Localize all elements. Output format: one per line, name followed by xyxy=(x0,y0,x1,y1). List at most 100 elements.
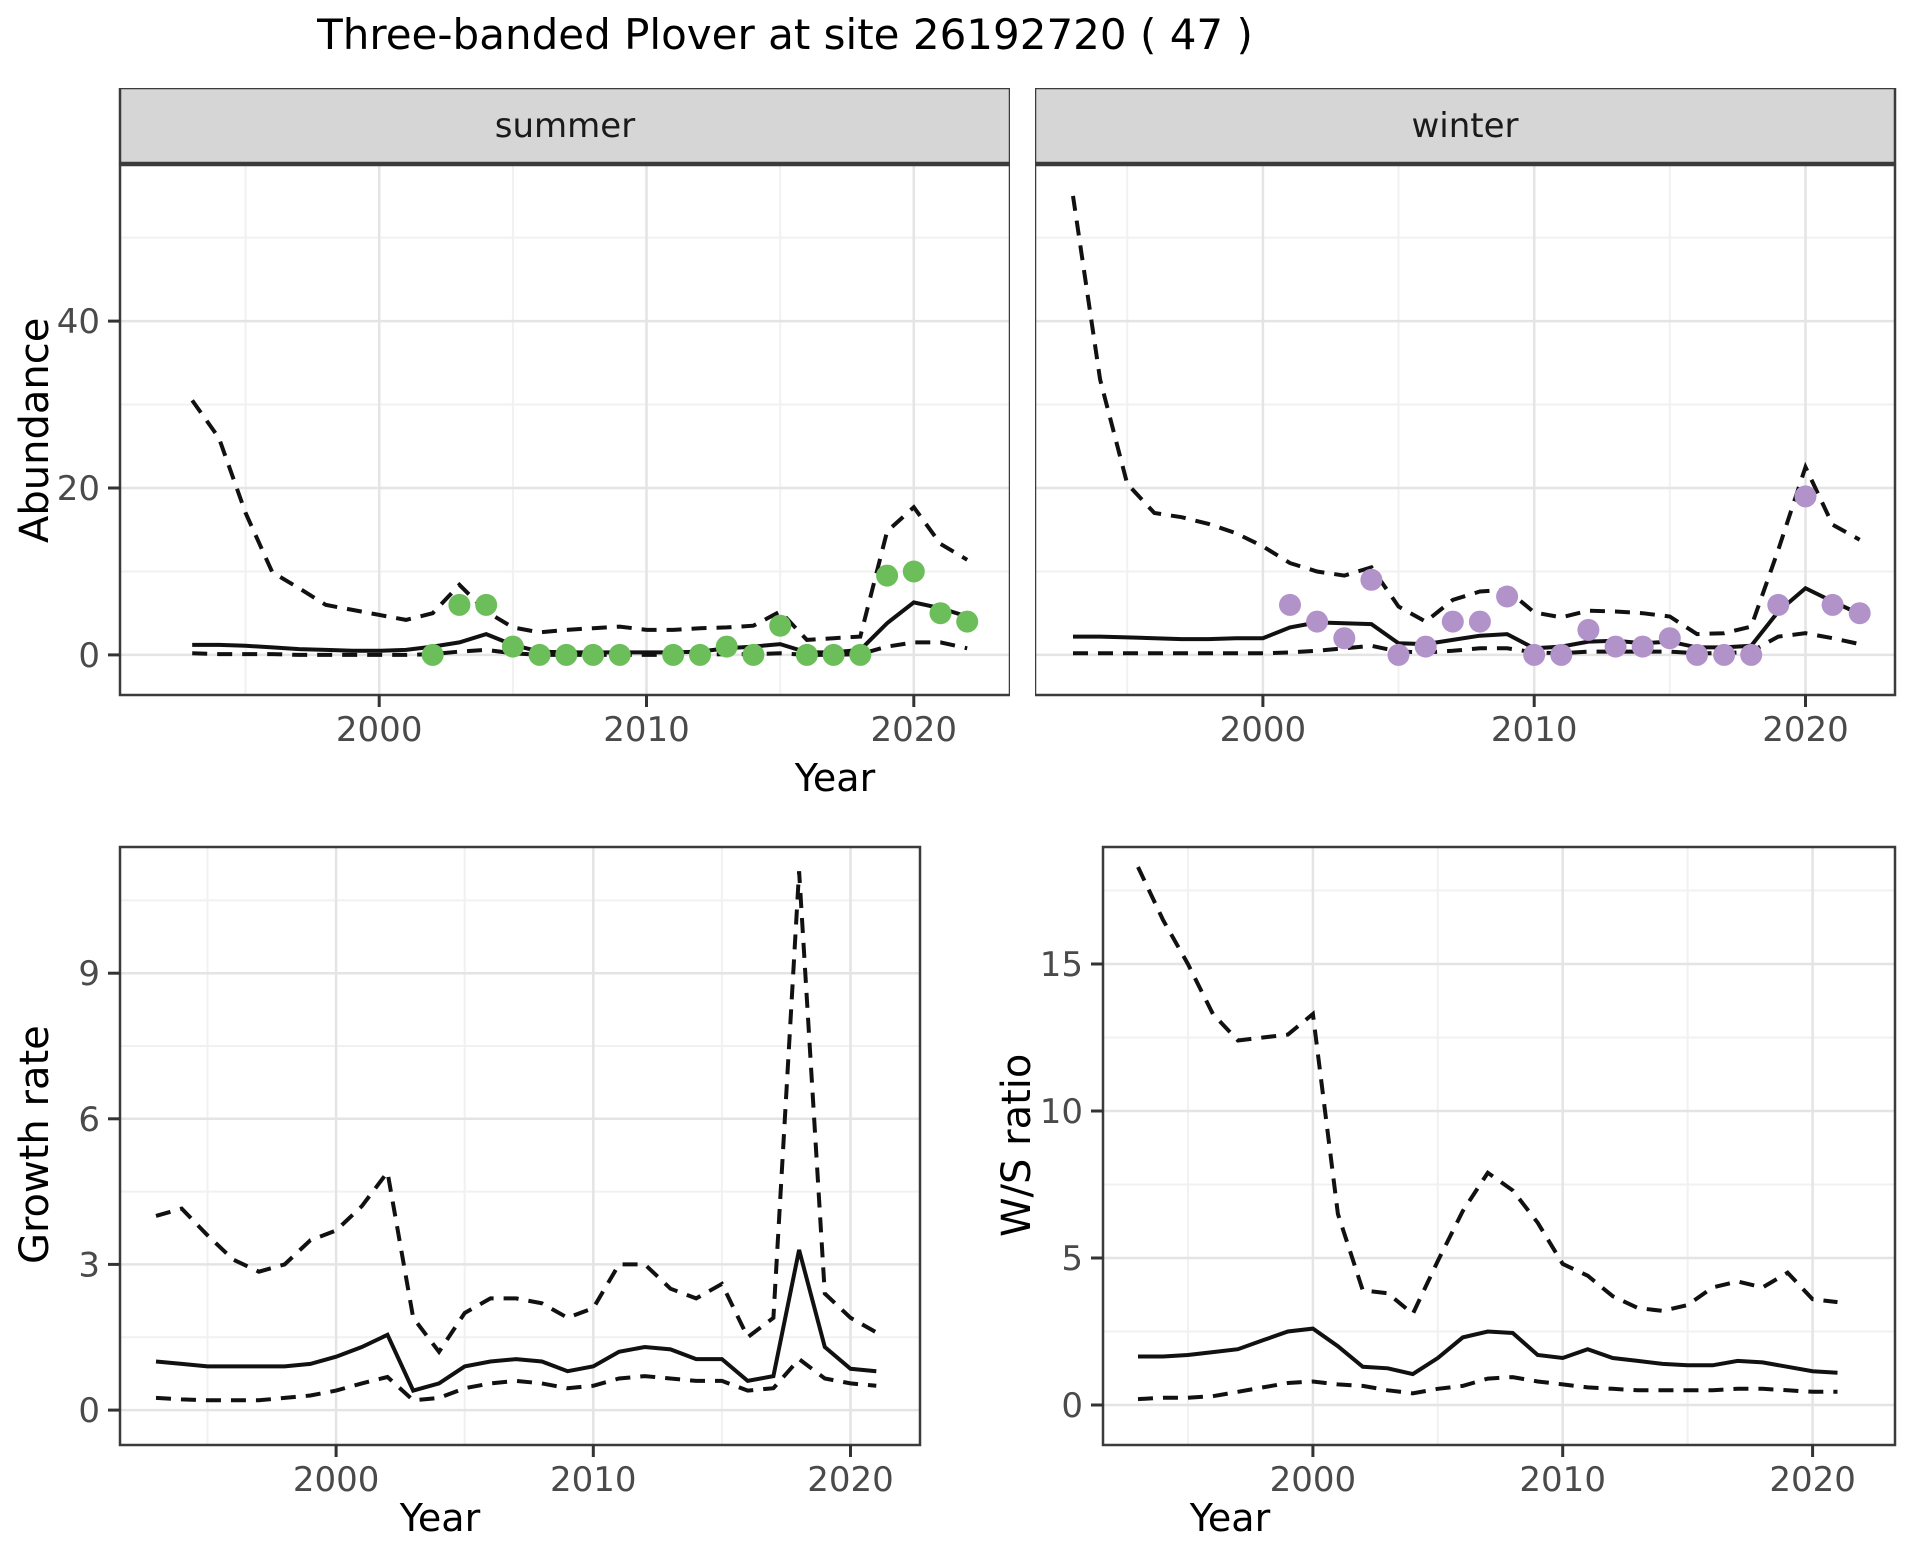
x-axis-title-top: Year xyxy=(794,756,876,800)
observation-point xyxy=(1306,610,1329,633)
observation-point xyxy=(608,643,631,666)
y-tick-label: 5 xyxy=(1061,1239,1083,1279)
y-tick-label: 15 xyxy=(1040,945,1083,985)
observation-point xyxy=(1713,643,1736,666)
x-tick-label: 2020 xyxy=(1769,1460,1856,1500)
facet-strip xyxy=(1035,88,1897,165)
facet-strip-label: summer xyxy=(495,106,635,146)
observation-point xyxy=(795,643,818,666)
axis: 2000 2010 2020 xyxy=(1220,695,1849,750)
lower-ci-line xyxy=(1137,1375,1838,1402)
observation-point xyxy=(689,643,711,666)
observation-point xyxy=(1550,643,1573,666)
observation-point xyxy=(555,643,578,666)
x-tick-label: 2020 xyxy=(1762,710,1849,750)
observation-point xyxy=(1523,643,1546,666)
x-tick-label: 2020 xyxy=(807,1460,894,1500)
observation-point xyxy=(1387,643,1410,666)
observation-point xyxy=(1794,485,1817,508)
panel-border xyxy=(118,845,922,1447)
observation-point xyxy=(448,593,471,616)
observation-point xyxy=(1414,635,1437,658)
observation-point xyxy=(849,643,872,666)
x-tick-label: 2000 xyxy=(336,710,423,750)
observation-point xyxy=(582,643,605,666)
observation-point xyxy=(769,614,792,637)
median-line xyxy=(155,1249,877,1393)
y-tick-label: 40 xyxy=(57,302,100,342)
observation-point xyxy=(1658,627,1681,650)
x-tick-label: 2000 xyxy=(1270,1460,1357,1500)
y-tick-label: 9 xyxy=(78,954,100,994)
x-tick-label: 2010 xyxy=(603,710,690,750)
observation-point xyxy=(501,635,524,658)
axis: 2000 2010 2020 0 20 40 xyxy=(57,302,957,750)
y-tick-label: 20 xyxy=(57,469,100,509)
x-tick-label: 2000 xyxy=(1220,710,1307,750)
median-line xyxy=(1138,1326,1838,1377)
observation-point xyxy=(1577,618,1600,641)
observation-point xyxy=(421,643,444,666)
lower-ci-line xyxy=(192,640,968,657)
observation-points xyxy=(421,560,979,666)
observation-point xyxy=(902,560,925,583)
x-tick-label: 2010 xyxy=(1519,1460,1606,1500)
y-tick-label: 3 xyxy=(78,1245,100,1285)
observation-point xyxy=(1848,602,1871,625)
panel-border xyxy=(1101,845,1897,1447)
observation-point xyxy=(1767,593,1790,616)
upper-ci-line xyxy=(190,399,969,642)
observation-point xyxy=(475,593,498,616)
observation-point xyxy=(929,602,952,625)
observation-point xyxy=(956,610,979,633)
observation-point xyxy=(1468,610,1491,633)
facet-strip xyxy=(118,88,1010,165)
panel-grid xyxy=(120,165,1010,695)
upper-ci-line xyxy=(155,871,878,1356)
x-tick-label: 2010 xyxy=(550,1460,637,1500)
upper-ci-line xyxy=(1136,866,1838,1318)
x-tick-label: 2020 xyxy=(871,710,958,750)
x-axis-title-ws: Year xyxy=(1189,1496,1271,1540)
x-tick-label: 2010 xyxy=(1491,710,1578,750)
y-tick-label: 0 xyxy=(78,636,100,676)
x-tick-label: 2000 xyxy=(293,1460,380,1500)
facet-strip-label: winter xyxy=(1411,106,1518,146)
observation-point xyxy=(822,643,845,666)
observation-point xyxy=(715,635,738,658)
observation-point xyxy=(662,643,685,666)
observation-point xyxy=(876,564,899,587)
observation-point xyxy=(742,643,765,666)
median-line xyxy=(1073,585,1861,651)
observation-point xyxy=(1441,610,1464,633)
panel-ws-ratio: 2000 2010 2020 0 5 10 15 xyxy=(1040,845,1897,1500)
panel-summer-abundance: summer 2000 2010 2020 0 20 40 xyxy=(57,88,1010,750)
chart-title: Three-banded Plover at site 26192720 ( 4… xyxy=(317,10,1253,59)
observation-point xyxy=(1631,635,1654,658)
panel-grid xyxy=(1103,847,1895,1445)
observation-points xyxy=(1279,485,1871,666)
axis: 2000 2010 2020 0 3 6 9 xyxy=(78,954,893,1500)
panel-growth-rate: 2000 2010 2020 0 3 6 9 xyxy=(78,845,922,1500)
panel-border xyxy=(118,163,1010,697)
y-tick-label: 0 xyxy=(78,1391,100,1431)
observation-point xyxy=(1360,568,1383,591)
y-tick-label: 0 xyxy=(1061,1386,1083,1426)
panel-grid xyxy=(120,847,920,1445)
panel-border xyxy=(1035,163,1897,697)
observation-point xyxy=(1279,593,1301,616)
axis: 2000 2010 2020 0 5 10 15 xyxy=(1040,945,1856,1500)
y-tick-label: 6 xyxy=(78,1100,100,1140)
panel-winter-abundance: winter 2000 2010 2020 xyxy=(1035,88,1897,750)
x-axis-title-growth: Year xyxy=(399,1496,481,1540)
observation-point xyxy=(1740,643,1763,666)
observation-point xyxy=(528,643,551,666)
observation-point xyxy=(1604,635,1627,658)
observation-point xyxy=(1333,627,1356,650)
observation-point xyxy=(1821,593,1844,616)
observation-point xyxy=(1496,585,1519,608)
panel-grid xyxy=(1035,165,1895,695)
upper-ci-line xyxy=(1071,195,1861,637)
observation-point xyxy=(1686,643,1708,666)
